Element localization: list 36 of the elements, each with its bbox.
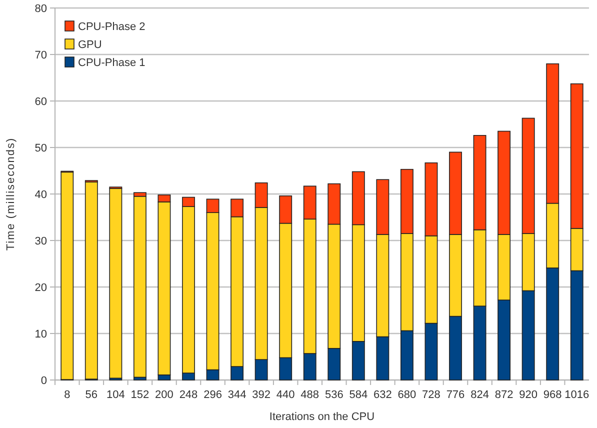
y-axis-title: Time (milliseconds) [5, 137, 17, 251]
legend-label: CPU-Phase 1 [78, 56, 146, 69]
x-tick-label: 728 [422, 389, 440, 401]
y-tick-label: 30 [34, 235, 47, 248]
x-tick-label: 56 [85, 389, 98, 401]
x-tick-label: 248 [179, 389, 198, 401]
x-tick-label: 344 [228, 389, 246, 401]
x-tick-label: 392 [252, 389, 270, 401]
x-tick-label: 536 [324, 389, 344, 401]
x-tick-label: 296 [204, 389, 222, 401]
y-tick-label: 70 [34, 49, 47, 62]
y-tick-label: 10 [34, 328, 47, 340]
x-tick-label: 200 [155, 389, 174, 401]
x-tick-label: 488 [300, 389, 320, 401]
y-tick-label: 60 [34, 96, 47, 108]
x-axis-title: Iterations on the CPU [269, 411, 375, 423]
y-tick-label: 0 [40, 374, 47, 387]
legend-label: CPU-Phase 2 [78, 20, 146, 33]
x-tick-label: 872 [494, 389, 514, 401]
y-tick-label: 40 [34, 188, 47, 201]
x-tick-label: 776 [446, 389, 465, 401]
x-tick-label: 104 [106, 389, 125, 401]
x-tick-label: 824 [470, 389, 489, 401]
x-tick-label: 440 [276, 389, 295, 401]
x-tick-label: 152 [130, 389, 150, 401]
x-tick-label: 8 [64, 389, 70, 401]
y-tick-label: 80 [34, 2, 47, 15]
y-tick-label: 50 [34, 142, 47, 154]
legend-label: GPU [78, 38, 102, 51]
x-tick-label: 680 [398, 389, 416, 401]
x-tick-label: 632 [374, 389, 392, 401]
x-tick-label: 1016 [564, 389, 590, 401]
x-tick-label: 920 [519, 389, 538, 401]
x-tick-label: 968 [543, 389, 562, 401]
x-tick-label: 584 [349, 389, 368, 401]
y-tick-label: 20 [34, 282, 47, 294]
